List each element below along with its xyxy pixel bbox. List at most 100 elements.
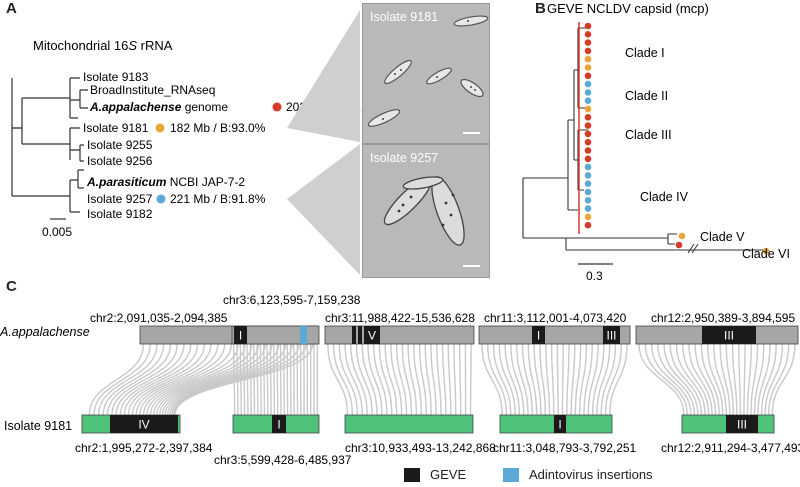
coord-top: chr3:6,123,595-7,159,238 [223, 293, 361, 307]
synteny-link [142, 343, 233, 416]
micrograph-9181: Isolate 9181 [362, 3, 490, 144]
synteny-link [239, 343, 242, 416]
bar-bottom [344, 414, 474, 434]
genome-dot-orange [155, 123, 165, 133]
synteny-link [249, 343, 252, 416]
legend-geve: GEVE [404, 467, 466, 482]
synteny-link [88, 343, 145, 416]
synteny-link [757, 343, 771, 416]
tip-dot [584, 213, 592, 221]
tree-b-scale-label: 0.3 [586, 269, 603, 283]
geve-label: IV [138, 418, 149, 432]
tip-dot [584, 122, 592, 129]
panel-letter-a: A [6, 0, 17, 17]
tip-label: Isolate 9181 [83, 121, 149, 135]
clade-label: Clade V [700, 230, 745, 244]
tree-a-scale-label: 0.005 [42, 225, 72, 239]
synteny-link [263, 343, 266, 416]
tip-dot [584, 188, 592, 196]
synteny-link [556, 343, 559, 416]
synteny-link [738, 343, 742, 416]
tip-dot [584, 72, 592, 80]
synteny-link [256, 343, 259, 416]
geve-block [272, 415, 286, 433]
synteny-link [273, 343, 276, 416]
synteny-link [764, 343, 784, 416]
synteny-link [596, 343, 611, 416]
synteny-link [139, 343, 226, 416]
tip-dot [584, 172, 592, 179]
synteny-link [550, 343, 555, 416]
synteny-link [533, 343, 542, 416]
synteny-link [725, 343, 735, 416]
synteny-link [367, 343, 383, 416]
synteny-link [361, 343, 378, 416]
tree-a-branches [11, 77, 88, 213]
synteny-link [93, 343, 151, 416]
synteny-link [574, 343, 582, 416]
coord-bottom: chr12:2,911,294-3,477,493 [661, 441, 800, 455]
tip-dot [584, 31, 592, 38]
synteny-link [746, 343, 752, 416]
synteny-link [390, 343, 403, 416]
synteny-link [591, 343, 605, 416]
synteny-link [638, 343, 685, 416]
synteny-link [259, 343, 262, 416]
synteny-link [481, 343, 503, 416]
synteny-link [516, 343, 529, 416]
synteny-link [760, 343, 777, 416]
tip-dot [584, 197, 592, 204]
tip-dot [762, 247, 770, 255]
panel-letter-b: B [535, 0, 546, 17]
geve-block [554, 415, 566, 433]
genome-dot-red [272, 102, 282, 112]
synteny-link [669, 343, 703, 416]
synteny-link [266, 343, 269, 416]
synteny-link [600, 343, 617, 416]
adinto-block [300, 326, 307, 344]
tip-dot [584, 39, 592, 46]
geve-block [364, 326, 380, 344]
geve-label: III [737, 418, 747, 432]
geve-block [532, 326, 545, 344]
synteny-link [127, 343, 206, 416]
tip-dot [584, 155, 592, 163]
synteny-link [675, 343, 706, 416]
clade-label: Clade VI [742, 247, 790, 261]
synteny-link [123, 343, 199, 416]
synteny-link [401, 343, 413, 416]
synteny-link [106, 343, 172, 416]
synteny-link [492, 343, 512, 416]
synteny-link [644, 343, 689, 416]
synteny-link [441, 343, 447, 416]
geve-block [702, 326, 756, 344]
panel-a-title: Mitochondrial 16S rRNA [33, 38, 173, 53]
tip-label: Isolate 9256 [87, 154, 153, 168]
zoom-wedge-9181 [287, 10, 360, 142]
tip-label: A.appalachense genome [89, 100, 228, 114]
synteny-link [97, 343, 158, 416]
tip-dot [584, 64, 592, 71]
synteny-link [713, 343, 727, 416]
geve-label: I [537, 329, 540, 343]
tip-dot [584, 105, 592, 113]
synteny-link [378, 343, 393, 416]
synteny-link [269, 343, 272, 416]
synteny-link [570, 343, 576, 416]
clade-label: Clade III [625, 128, 672, 142]
coord-labels: chr2:2,091,035-2,094,385 chr3:6,123,595-… [75, 293, 800, 467]
coord-bottom: chr3:10,933,493-13,242,868 [345, 441, 496, 455]
legend-swatch-black [404, 467, 420, 482]
synteny-link [583, 343, 593, 416]
tip-dot [584, 22, 592, 30]
geve-block [352, 326, 356, 344]
synteny-link [688, 343, 713, 416]
tree-b-clades: Clade I Clade II Clade III Clade IV Clad… [625, 46, 790, 261]
synteny-link [436, 343, 442, 416]
geve-block [726, 415, 758, 433]
synteny-link [338, 343, 359, 416]
synteny-link [327, 343, 349, 416]
synteny-link [424, 343, 432, 416]
